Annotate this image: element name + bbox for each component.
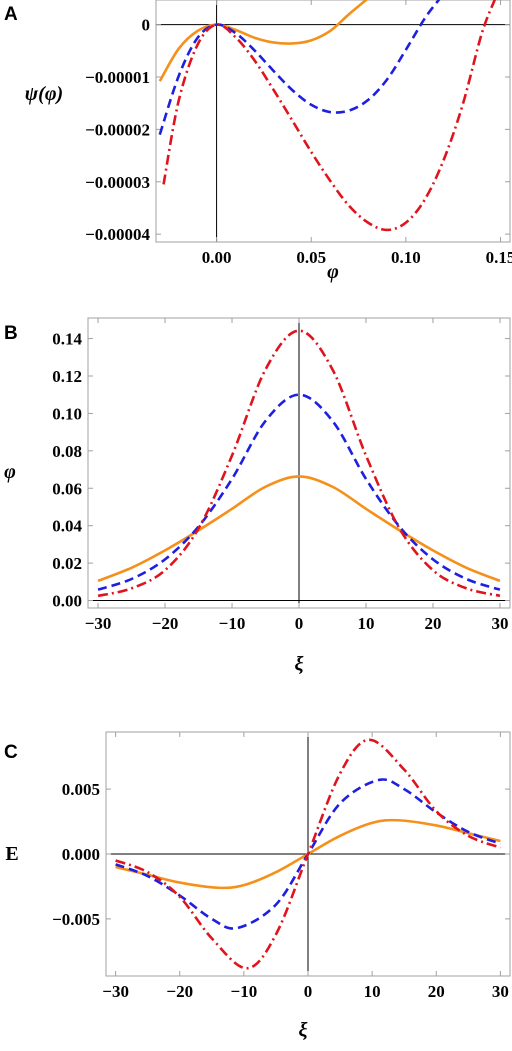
y-tick-label: 0.14 bbox=[52, 330, 82, 349]
y-axis-label: φ bbox=[4, 461, 16, 483]
plot-frame bbox=[155, 0, 511, 243]
y-axis-label: ψ(φ) bbox=[25, 83, 63, 105]
panel-label: C bbox=[4, 742, 18, 763]
y-tick-label: 0.000 bbox=[62, 845, 100, 864]
x-tick-label: 30 bbox=[491, 614, 508, 633]
x-tick-label: 10 bbox=[357, 614, 374, 633]
panel-label: B bbox=[4, 323, 18, 344]
y-tick-label: −0.005 bbox=[52, 910, 100, 929]
y-tick-label: −0.00002 bbox=[85, 120, 150, 139]
x-tick-label: −30 bbox=[85, 614, 112, 633]
series-line-orange bbox=[97, 475, 501, 583]
series-line-orange bbox=[158, 0, 369, 82]
x-tick-label: −10 bbox=[219, 614, 246, 633]
series-line-red bbox=[115, 738, 501, 970]
x-tick-label: 0.00 bbox=[202, 248, 232, 267]
y-tick-label: −0.00001 bbox=[85, 68, 150, 87]
y-tick-label: 0.00 bbox=[52, 592, 82, 611]
x-tick-label: 0 bbox=[295, 614, 304, 633]
y-tick-label: −0.00004 bbox=[85, 225, 150, 244]
chart-panel-c: −30 −20 −10 0 10 20 30 0.005 0.000 −0.005 C Eξ bbox=[4, 731, 511, 1041]
x-tick-label: 0.15 bbox=[486, 248, 512, 267]
x-tick-label: −20 bbox=[152, 614, 179, 633]
y-tick-label: 0.04 bbox=[52, 517, 82, 536]
y-tick-label: 0.10 bbox=[52, 404, 82, 423]
x-axis-label: φ bbox=[327, 261, 339, 283]
x-tick-label: −10 bbox=[231, 982, 258, 1001]
y-tick-label: 0.12 bbox=[52, 367, 82, 386]
x-tick-label: 10 bbox=[364, 982, 381, 1001]
x-axis-label: ξ bbox=[299, 1019, 308, 1041]
x-tick-label: −30 bbox=[102, 982, 129, 1001]
panel-label: A bbox=[4, 4, 18, 25]
y-tick-label: 0.02 bbox=[52, 554, 82, 573]
chart-panel-a: 0.00 0.05 0.10 0.15 0 −0.00001 −0.00002 −0.0000… bbox=[4, 0, 512, 283]
x-axis-label: ξ bbox=[295, 653, 304, 675]
y-tick-label: 0.005 bbox=[62, 780, 100, 799]
series-line-blue bbox=[97, 393, 501, 591]
series-line-red bbox=[162, 0, 497, 232]
y-tick-label: −0.00003 bbox=[85, 173, 150, 192]
x-tick-label: 20 bbox=[428, 982, 445, 1001]
x-tick-label: −20 bbox=[166, 982, 193, 1001]
y-axis-label: E bbox=[5, 843, 18, 865]
x-tick-label: 20 bbox=[424, 614, 441, 633]
x-tick-label: 0.10 bbox=[391, 248, 421, 267]
y-tick-label: 0.08 bbox=[52, 442, 82, 461]
chart-panel-b: −30 −20 −10 0 10 20 30 0.00 0.02 0.04 0.06 0.08 0.10… bbox=[4, 317, 511, 675]
x-tick-label: 0 bbox=[304, 982, 313, 1001]
series-line-blue bbox=[158, 0, 441, 136]
x-tick-label: 0.05 bbox=[296, 248, 326, 267]
x-tick-label: 30 bbox=[492, 982, 509, 1001]
y-tick-label: 0 bbox=[142, 16, 151, 35]
y-tick-label: 0.06 bbox=[52, 479, 82, 498]
